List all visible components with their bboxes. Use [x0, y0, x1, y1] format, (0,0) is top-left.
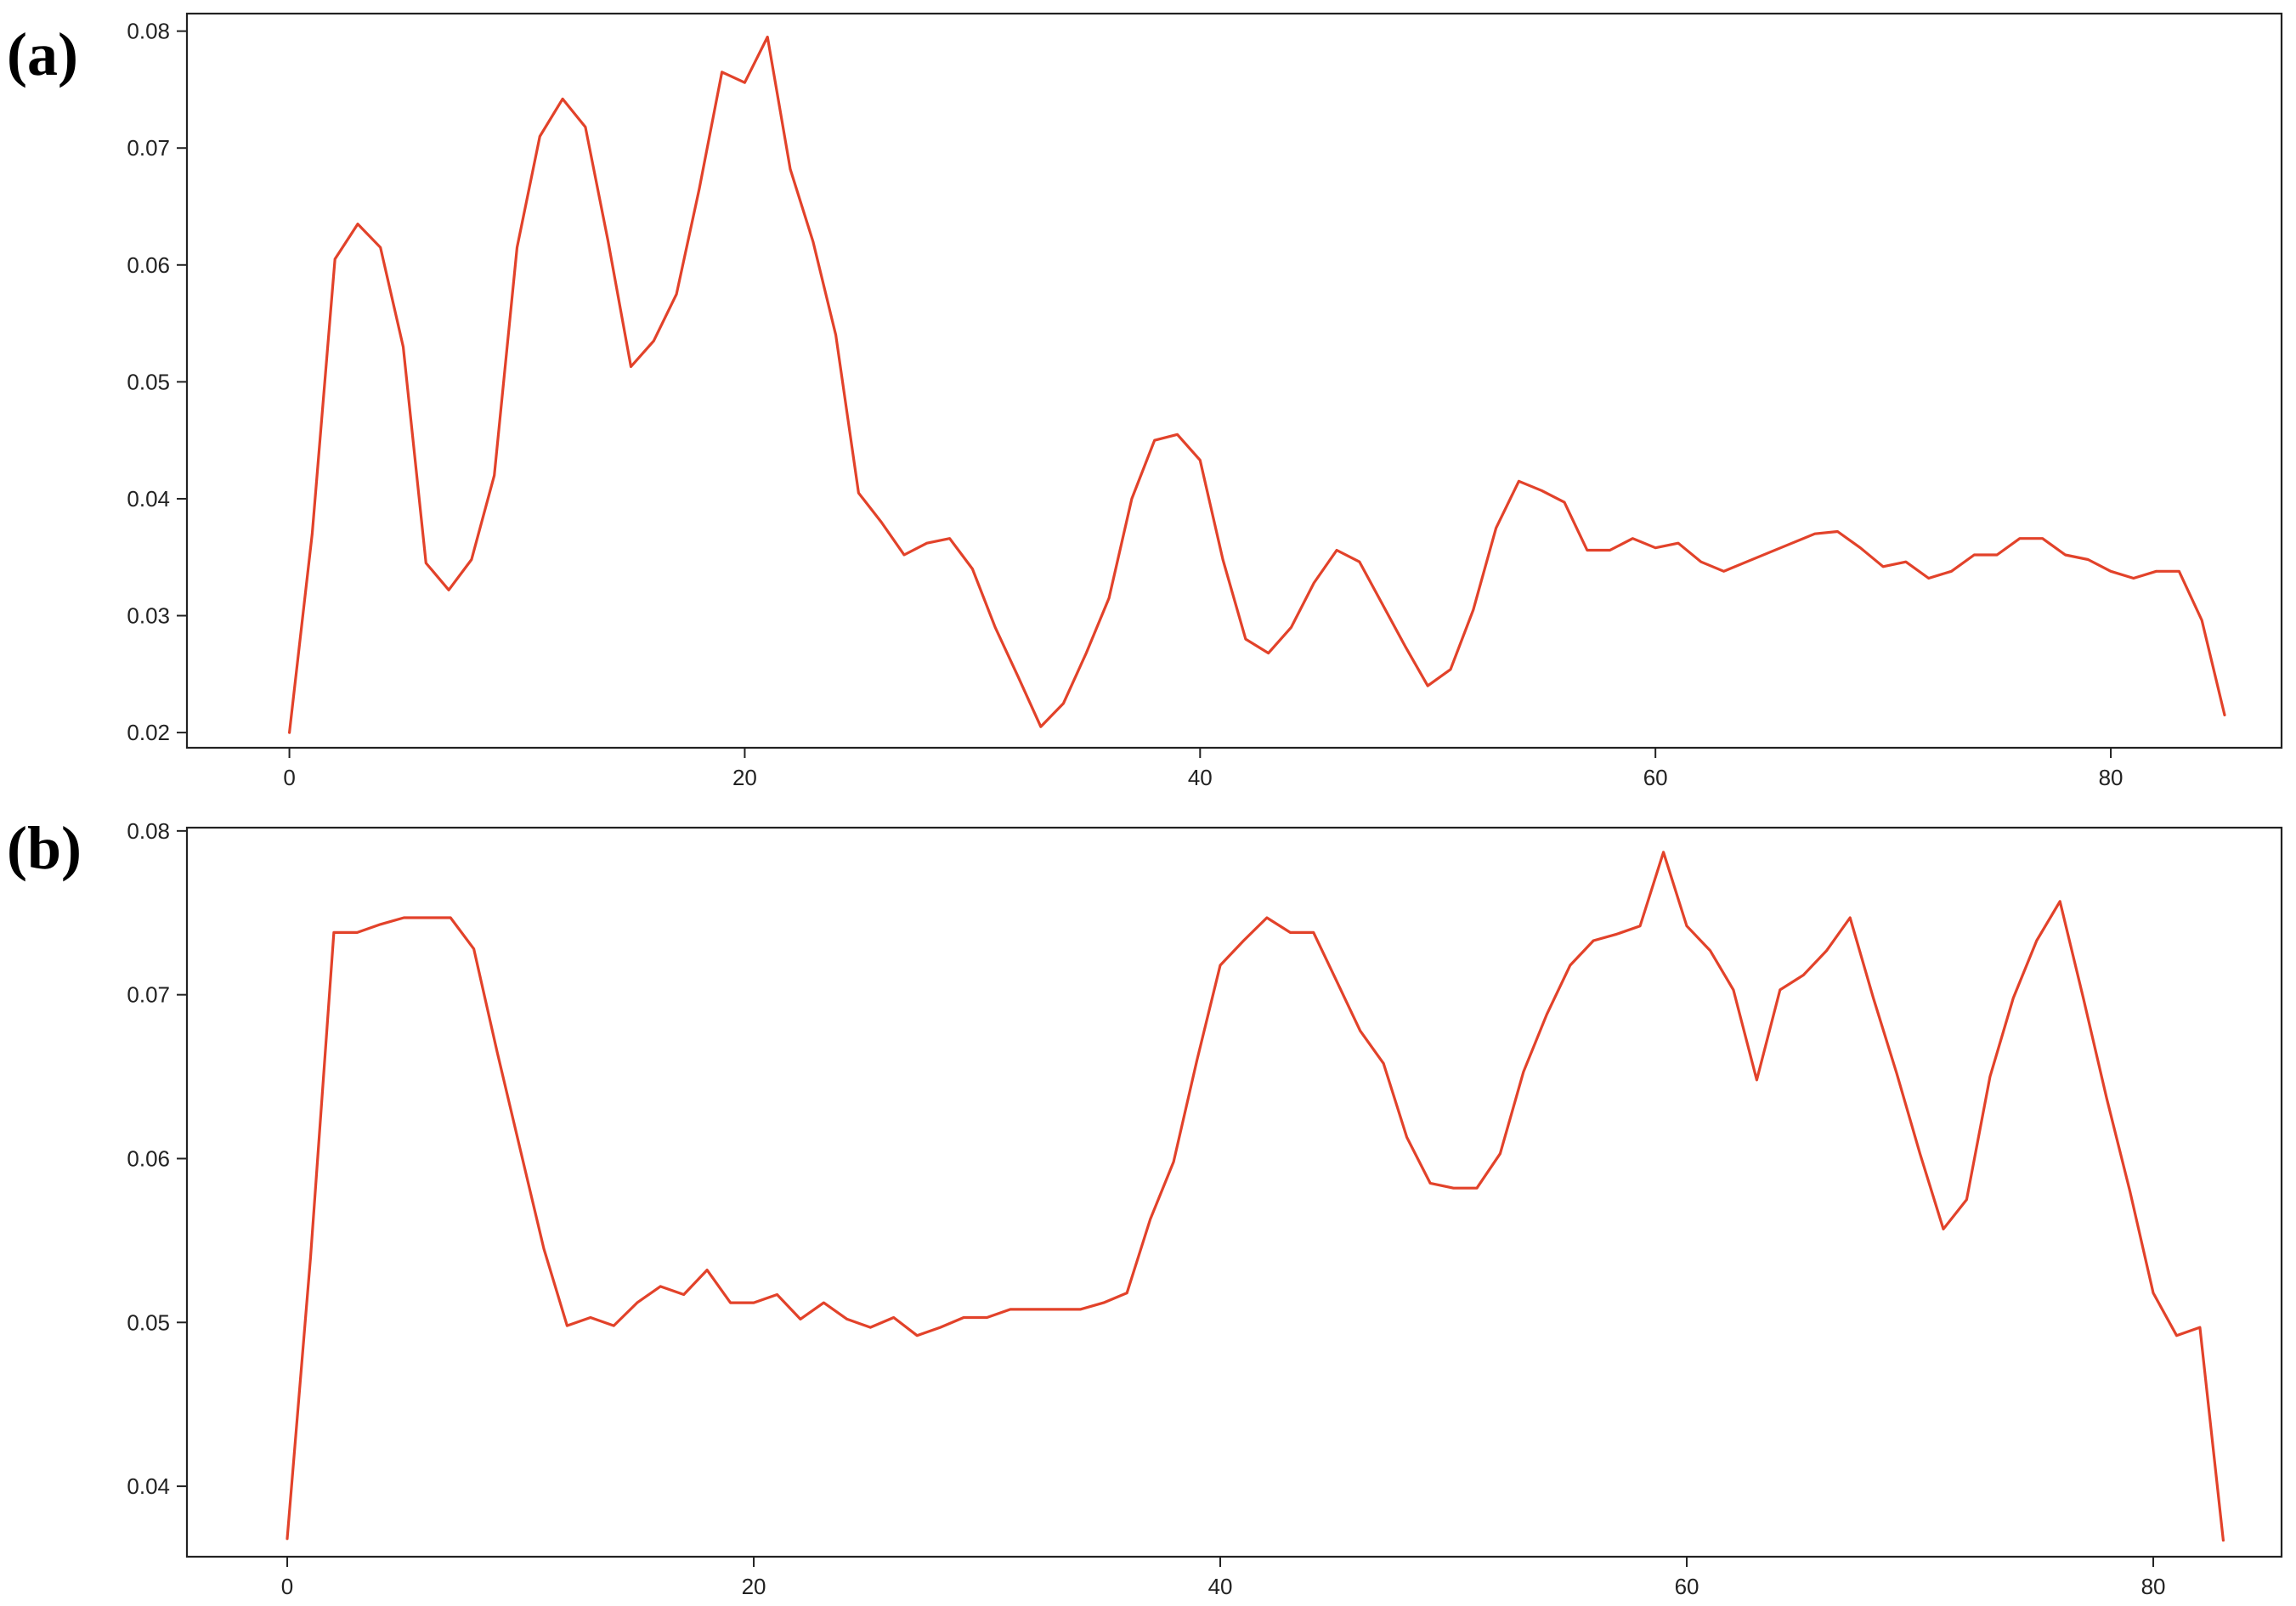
panel-b-ytick-label: 0.06	[127, 1145, 170, 1171]
panel-a-label: (a)	[7, 20, 78, 88]
panel-b-plot-area	[286, 851, 2225, 1542]
panel-a-ytick-label: 0.03	[127, 603, 170, 629]
panel-a-y-axis: 0.02 0.03 0.04 0.05 0.06 0.07 0.08	[127, 19, 187, 745]
panel-a-xtick-label: 60	[1643, 765, 1668, 790]
panel-b-series-line	[286, 851, 2225, 1542]
panel-b-ytick-label: 0.04	[127, 1473, 170, 1499]
panel-b-xtick-label: 0	[281, 1574, 293, 1599]
panel-b-xtick-label: 40	[1208, 1574, 1233, 1599]
panel-b-y-axis: 0.04 0.05 0.06 0.07 0.08	[127, 818, 187, 1499]
panel-a-series-line	[288, 35, 2226, 734]
panel-b-xtick-label: 20	[742, 1574, 766, 1599]
panel-a-ytick-label: 0.06	[127, 252, 170, 278]
panel-b-xtick-label: 80	[2141, 1574, 2166, 1599]
panel-b-frame	[185, 826, 2283, 1558]
panel-a-x-axis: 0 20 40 60 80	[283, 748, 2124, 790]
panel-a-ytick-label: 0.08	[127, 19, 170, 44]
panel-a-ytick-label: 0.07	[127, 135, 170, 161]
panel-a: (a) 0.02 0.03 0.04 0.05 0.06 0.07 0.08 0 20 40 60…	[7, 12, 2283, 790]
panel-a-xtick-label: 40	[1188, 765, 1213, 790]
panel-a-xtick-label: 80	[2099, 765, 2124, 790]
panel-a-xtick-label: 20	[732, 765, 757, 790]
panel-a-frame	[185, 12, 2283, 749]
panel-b-ytick-label: 0.05	[127, 1309, 170, 1335]
panel-b-label: (b)	[7, 814, 82, 882]
panel-a-ytick-label: 0.04	[127, 486, 170, 512]
panel-a-ytick-label: 0.05	[127, 369, 170, 394]
panel-a-xtick-label: 0	[283, 765, 295, 790]
panel-b-x-axis: 0 20 40 60 80	[281, 1557, 2166, 1599]
panel-b-ytick-label: 0.08	[127, 818, 170, 844]
panel-a-plot-area	[288, 35, 2226, 734]
panel-b: (b) 0.04 0.05 0.06 0.07 0.08 0 20 40 60 80	[7, 814, 2283, 1599]
panel-b-ytick-label: 0.07	[127, 982, 170, 1008]
panel-a-ytick-label: 0.02	[127, 720, 170, 745]
panel-b-xtick-label: 60	[1675, 1574, 1699, 1599]
